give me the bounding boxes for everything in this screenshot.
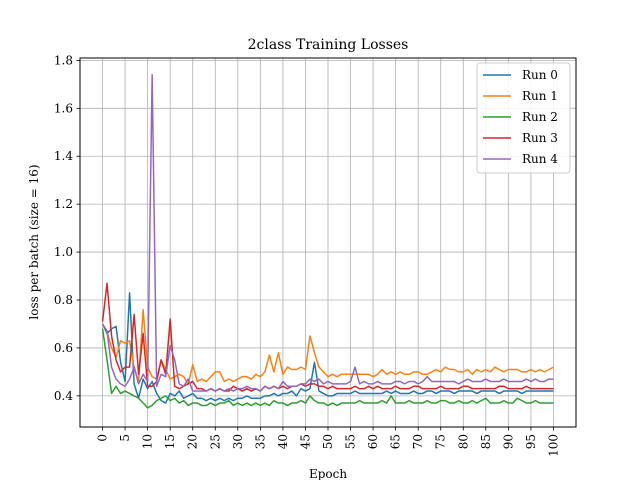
x-tick-label: 25 [208,434,222,449]
x-tick-label: 15 [163,434,177,449]
x-tick-label: 40 [276,434,290,449]
x-tick-label: 5 [118,434,132,442]
x-tick-label: 75 [434,434,448,449]
series-line-run-4 [101,74,554,392]
y-tick-label: 0.6 [54,341,73,355]
legend-label-run-0: Run 0 [522,68,558,82]
y-tick-label: 1.6 [54,101,73,115]
x-tick-label: 0 [96,434,110,442]
x-tick-label: 10 [141,434,155,449]
x-tick-label: 45 [298,434,312,449]
series-line-run-0 [101,292,554,404]
x-tick-label: 80 [456,434,470,449]
legend-label-run-3: Run 3 [522,131,558,145]
y-tick-label: 1.4 [54,149,73,163]
x-tick-label: 30 [231,434,245,449]
x-tick-label: 90 [501,434,515,449]
y-axis-label: loss per batch (size = 16) [27,164,41,319]
x-tick-label: 95 [524,434,538,449]
x-tick-label: 55 [344,434,358,449]
legend: Run 0 Run 1 Run 2 Run 3 Run 4 [476,62,571,174]
y-tick-label: 0.8 [54,293,73,307]
legend-box [476,62,571,174]
x-tick-label: 20 [186,434,200,449]
x-tick-label: 50 [321,434,335,449]
x-axis-ticks: 0 5 10 15 20 25 30 35 40 45 50 55 60 65 70 75 80 85 90 95 10… [96,427,560,457]
y-tick-label: 1.0 [54,245,73,259]
x-tick-label: 35 [253,434,267,449]
y-tick-label: 1.8 [54,53,73,67]
y-tick-label: 0.4 [54,389,73,403]
y-tick-label: 1.2 [54,197,73,211]
legend-label-run-2: Run 2 [522,110,558,124]
series-line-run-3 [101,282,554,392]
x-tick-label: 100 [546,434,560,457]
x-axis-label: Epoch [309,467,347,480]
x-tick-label: 70 [411,434,425,449]
legend-label-run-1: Run 1 [522,89,558,103]
series-lines [101,74,554,409]
chart-title: 2class Training Losses [248,37,409,53]
x-tick-label: 85 [479,434,493,449]
x-tick-label: 60 [366,434,380,449]
x-tick-label: 65 [389,434,403,449]
series-line-run-2 [101,328,554,409]
legend-label-run-4: Run 4 [522,152,558,166]
y-axis-ticks: 0.4 0.6 0.8 1.0 1.2 1.4 1.6 1.8 [54,53,80,403]
